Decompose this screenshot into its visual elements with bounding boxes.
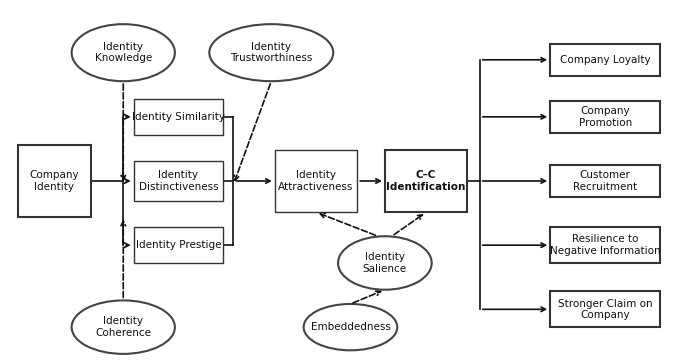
Ellipse shape <box>210 24 333 81</box>
Bar <box>550 101 660 133</box>
Ellipse shape <box>304 304 397 350</box>
Bar <box>550 165 660 197</box>
Text: Embeddedness: Embeddedness <box>310 322 391 332</box>
Text: Stronger Claim on
Company: Stronger Claim on Company <box>558 299 652 320</box>
Bar <box>385 150 468 212</box>
Bar <box>550 291 660 327</box>
Text: Company
Identity: Company Identity <box>30 170 79 192</box>
Text: Company Loyalty: Company Loyalty <box>560 55 650 65</box>
Bar <box>133 227 223 263</box>
Bar <box>133 99 223 135</box>
Text: Identity Prestige: Identity Prestige <box>135 240 221 250</box>
Bar <box>133 160 223 202</box>
Ellipse shape <box>338 236 432 290</box>
Text: Identity
Salience: Identity Salience <box>363 252 407 274</box>
Text: Identity
Knowledge: Identity Knowledge <box>94 42 152 63</box>
Text: Identity
Coherence: Identity Coherence <box>95 316 151 338</box>
Bar <box>550 227 660 263</box>
Bar <box>275 150 357 212</box>
Bar <box>550 44 660 76</box>
Text: Identity
Trustworthiness: Identity Trustworthiness <box>230 42 312 63</box>
Text: Identity
Distinctiveness: Identity Distinctiveness <box>139 170 218 192</box>
Text: Identity
Attractiveness: Identity Attractiveness <box>278 170 354 192</box>
Text: C–C
Identification: C–C Identification <box>387 170 466 192</box>
Bar <box>18 146 90 216</box>
Text: Resilience to
Negative Information: Resilience to Negative Information <box>550 234 661 256</box>
Text: Identity Similarity: Identity Similarity <box>132 112 225 122</box>
Ellipse shape <box>71 24 175 81</box>
Ellipse shape <box>71 300 175 354</box>
Text: Company
Promotion: Company Promotion <box>579 106 632 128</box>
Text: Customer
Recruitment: Customer Recruitment <box>573 170 637 192</box>
